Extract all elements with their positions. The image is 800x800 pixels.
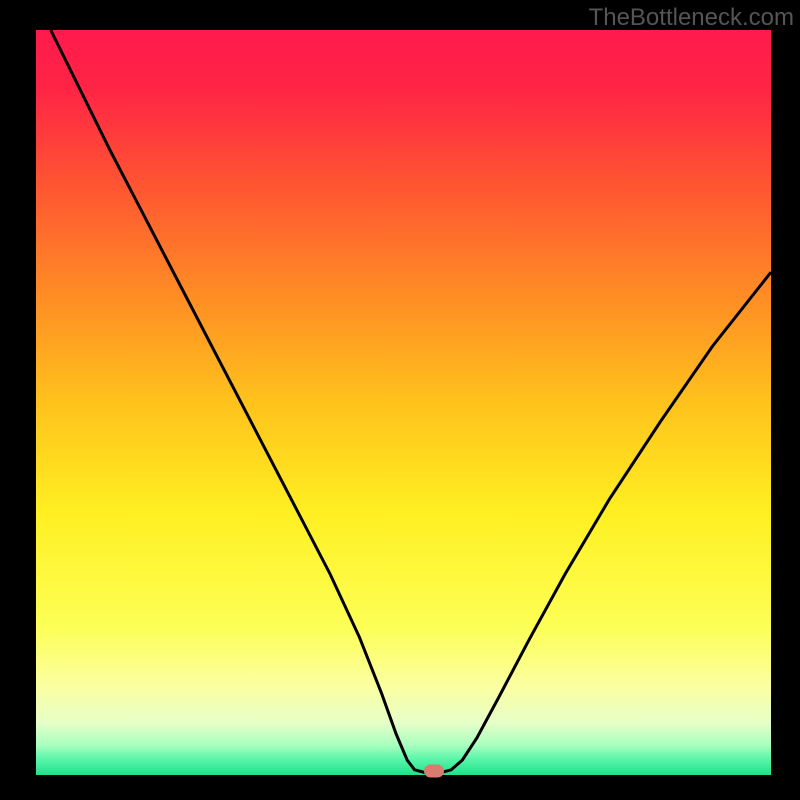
- plot-area: [36, 30, 771, 775]
- watermark-text: TheBottleneck.com: [589, 4, 794, 32]
- chart-stage: TheBottleneck.com: [0, 0, 800, 800]
- curve-path: [51, 30, 771, 773]
- optimum-marker: [424, 765, 444, 778]
- bottleneck-curve: [36, 30, 771, 775]
